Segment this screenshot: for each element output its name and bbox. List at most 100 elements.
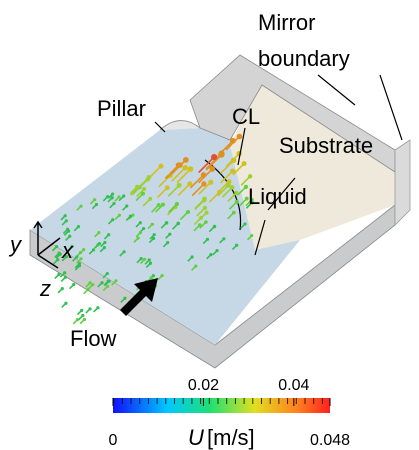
colorbar-tick-label: 0.048 [310,432,350,449]
arrow-head [77,261,82,266]
arrow-head [209,166,216,172]
arrow-head [204,210,209,215]
arrow-head [86,287,90,292]
arrow-head [75,255,79,259]
arrow-head [244,196,249,201]
arrow-head [107,233,111,237]
arrow-head [201,197,207,203]
arrow-head [211,154,218,161]
arrow-head [117,213,121,217]
arrow-head [63,271,67,275]
arrow-head [91,283,95,287]
velocity-arrow [171,167,186,182]
arrow-head [209,253,213,257]
velocity-arrow [164,164,180,179]
colorbar-tick-label: 0.02 [188,377,219,394]
arrow-head [63,214,67,218]
velocity-arrow [225,153,240,167]
arrow-head [145,177,150,182]
velocity-arrow [220,159,235,174]
arrow-head [182,164,188,171]
arrow-head [141,191,145,196]
axis-label: z [39,276,51,301]
arrow-head [82,248,86,252]
arrow-head [156,203,161,208]
label: Substrate [279,133,373,158]
arrow-head [234,199,239,204]
axes-glyph [33,220,61,269]
colorbar-unit: [m/s] [207,425,255,450]
arrow-head [63,275,68,279]
arrow-head [229,185,235,190]
arrow-head [151,274,155,278]
velocity-arrow [191,183,205,197]
velocity-arrow [197,168,213,184]
arrow-head [160,202,166,207]
arrow-head [212,224,217,229]
arrow-head [158,163,164,169]
arrow-head [138,221,142,225]
velocity-arrow [217,140,234,157]
arrow-head [250,200,254,205]
arrow-head [160,274,164,278]
arrow-head [64,255,69,259]
arrow-head [142,187,147,192]
arrow-head [243,222,247,226]
arrow-head [70,244,74,249]
arrow-head [208,179,214,185]
arrow-head [56,258,60,262]
velocity-arrow [176,168,192,184]
arrow-head [230,157,237,164]
arrow-head [96,306,100,310]
arrow-head [138,231,142,235]
arrow-head [64,301,68,305]
velocity-arrow [149,165,162,178]
arrow-head [88,281,92,285]
arrow-head [112,201,116,206]
arrow-head [185,209,191,215]
arrow-head [123,296,127,300]
label: boundary [258,46,350,71]
arrow-head [204,220,208,224]
arrow-head [117,195,121,199]
arrow-head [187,181,193,187]
label: Flow [70,326,117,351]
colorbar-tick-label: 0.04 [278,377,309,394]
arrow-head [110,192,115,196]
arrow-head [164,185,170,191]
arrow-head [57,251,61,255]
label: Pillar [97,96,146,121]
arrow-head [136,236,140,240]
arrow-head [128,214,133,218]
arrow-head [131,213,135,217]
arrow-head [187,166,194,172]
arrow-head [215,248,219,253]
arrow-head [102,245,107,250]
arrow-head [111,218,115,222]
arrow-head [243,184,249,190]
velocity-arrow [198,156,215,174]
arrow-head [201,181,207,187]
arrow-head [142,226,146,231]
simulation-scene [29,54,411,369]
arrow-head [103,240,107,245]
velocity-arrow [166,164,181,179]
arrow-head [94,202,99,207]
arrow-head [250,197,254,202]
velocity-arrow [167,184,180,197]
arrow-head [229,168,236,174]
arrow-head [250,234,254,238]
arrow-head [122,250,126,254]
velocity-arrow [205,154,223,171]
arrow-head [122,194,126,198]
arrow-head [79,257,83,261]
arrow-head [235,243,239,247]
arrow-head [110,196,114,200]
arrow-head [135,184,140,189]
velocity-arrow [232,163,245,176]
arrow-head [105,284,110,288]
arrow-head [232,210,236,215]
arrow-head [100,281,104,285]
arrow-head [174,201,180,207]
